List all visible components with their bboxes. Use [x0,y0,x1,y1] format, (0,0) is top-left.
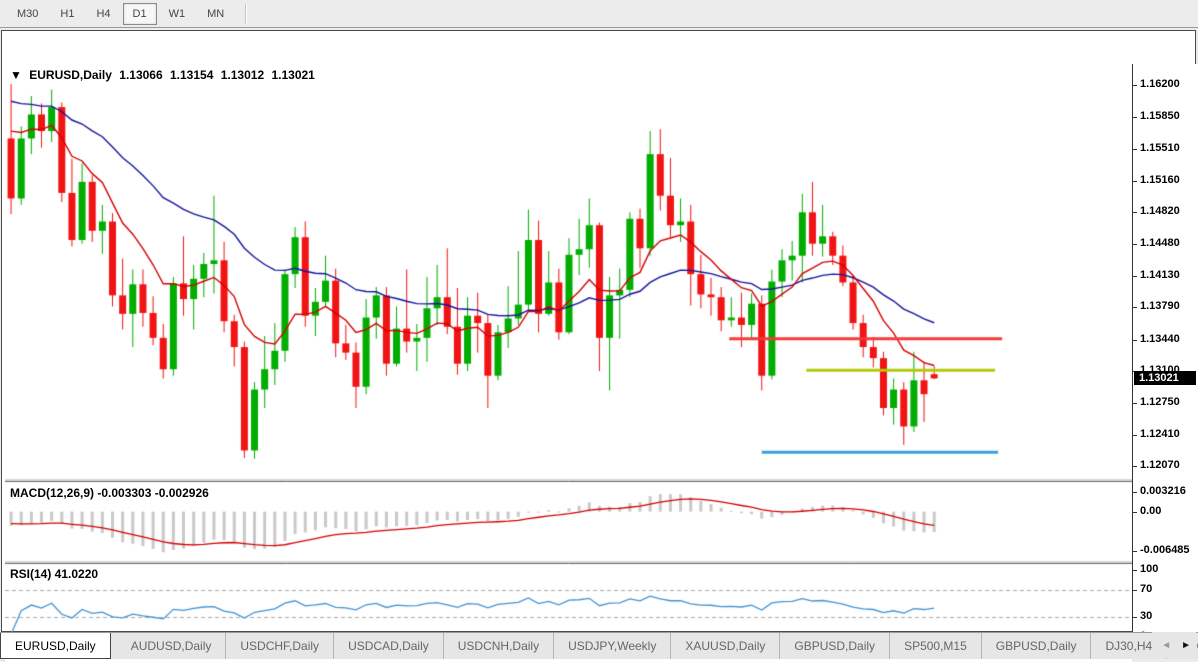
timeframe-m30[interactable]: M30 [17,7,39,20]
tab-gbpusd-daily[interactable]: GBPUSD,Daily [779,633,889,659]
price-axis-label-tick [1133,244,1137,245]
price-axis-label: 1.13790 [1140,300,1180,312]
chart-tab-bar: EURUSD,Daily AUDUSD,Daily USDCHF,Daily U… [0,632,1198,659]
timeframe-w1[interactable]: W1 [168,7,186,20]
timeframe-h1[interactable]: H1 [60,7,75,20]
tab-gbpusd-daily-2[interactable]: GBPUSD,Daily [980,633,1091,659]
timeframe-d1[interactable]: D1 [122,2,157,25]
tab-scroll-right-icon[interactable]: ► [1181,639,1191,651]
close-value: 1.13021 [271,68,315,82]
low-value: 1.13012 [220,68,265,82]
macd-axis-label-tick [1133,512,1137,513]
price-axis-label: 1.12750 [1140,396,1180,408]
macd-axis-label-tick [1133,551,1137,552]
tab-scroll-controls: ◄ ► [1152,632,1196,658]
price-axis-label: 1.16200 [1140,78,1180,90]
collapse-triangle-icon[interactable]: ▼ [10,68,22,82]
macd-axis-label-tick [1133,492,1137,493]
macd-axis-label: 0.003216 [1140,485,1186,497]
open-value: 1.13066 [119,68,163,82]
price-axis-label: 1.13440 [1140,333,1180,345]
timeframe-mn[interactable]: MN [207,7,225,20]
macd-indicator-label: MACD(12,26,9) -0.003303 -0.002926 [10,486,209,500]
tab-scroll-left-icon[interactable]: ◄ [1161,639,1172,651]
price-axis-label-tick [1133,466,1137,467]
rsi-axis-label-tick [1133,590,1137,591]
tab-eurusd-daily[interactable]: EURUSD,Daily [0,633,111,659]
tab-dj30-h4[interactable]: DJ30,H4 [1090,633,1166,659]
price-axis-label: 1.15160 [1140,174,1180,186]
price-axis-label: 1.14130 [1140,269,1180,281]
timeframe-h4[interactable]: H4 [96,7,111,20]
macd-axis-label: 0.00 [1140,505,1162,517]
price-axis-label-tick [1133,149,1137,150]
rsi-axis-label-tick [1133,617,1137,618]
tab-usdcnh-daily[interactable]: USDCNH,Daily [442,633,553,659]
price-axis-label: 1.12070 [1140,459,1180,471]
toolbar-separator [245,3,248,24]
price-axis-label-tick [1133,212,1137,213]
chart-window: ▼ EURUSD,Daily 1.13066 1.13154 1.13012 1… [0,30,1198,662]
rsi-indicator-label: RSI(14) 41.0220 [10,567,99,581]
tab-xauusd-daily[interactable]: XAUUSD,Daily [670,633,779,659]
price-axis-label-tick [1133,307,1137,308]
price-axis-label-tick [1133,85,1137,86]
price-axis-label-tick [1133,181,1137,182]
rsi-axis-label: 70 [1140,583,1153,595]
symbol-period-label: EURUSD,Daily [29,68,112,82]
rsi-axis-label: 100 [1140,563,1159,575]
price-axis-label: 1.15850 [1140,110,1180,122]
price-axis-label-tick [1133,403,1137,404]
timeframe-toolbar: M30 H1 H4 D1 W1 MN [0,0,1198,28]
chart-canvas[interactable] [5,64,1132,643]
chart-ohlc-header: ▼ EURUSD,Daily 1.13066 1.13154 1.13012 1… [10,68,319,82]
price-axis[interactable]: 1.16200 1.15850 1.15510 1.15160 1.14820 1.144… [1132,64,1198,643]
price-axis-label: 1.15510 [1140,142,1180,154]
price-axis-label: 1.14820 [1140,205,1180,217]
tab-sp500-m15[interactable]: SP500,M15 [889,633,981,659]
price-axis-label: 1.12410 [1140,428,1180,440]
price-axis-label-tick [1133,117,1137,118]
price-axis-label-tick [1133,276,1137,277]
current-price-tag: 1.13021 [1134,371,1196,385]
price-axis-label-tick [1133,340,1137,341]
tab-audusd-daily[interactable]: AUDUSD,Daily [130,639,212,653]
rsi-axis-label-tick [1133,570,1137,571]
rsi-axis-label: 30 [1140,610,1153,622]
tab-usdcad-daily[interactable]: USDCAD,Daily [333,633,443,659]
tab-usdjpy-weekly[interactable]: USDJPY,Weekly [553,633,670,659]
macd-axis-label: -0.006485 [1140,544,1190,556]
price-axis-label: 1.14480 [1140,237,1180,249]
price-axis-label-tick [1133,435,1137,436]
tab-usdchf-daily[interactable]: USDCHF,Daily [225,633,333,659]
high-value: 1.13154 [170,68,214,82]
